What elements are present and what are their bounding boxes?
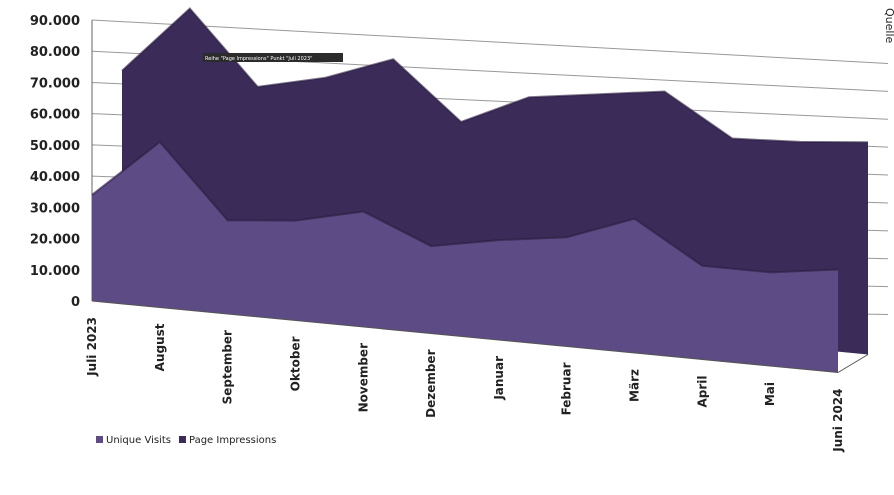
x-tick-label: Juni 2024 xyxy=(831,389,845,453)
x-tick-label: Dezember xyxy=(424,349,438,417)
y-tick-label: 90.000 xyxy=(30,14,80,29)
area xyxy=(92,142,838,373)
y-tick-label: 0 xyxy=(71,295,80,310)
depth-axis xyxy=(837,354,869,373)
source: Quelle xyxy=(883,8,894,44)
legend-label: Unique Visits xyxy=(106,435,171,446)
y-tick-label: 60.000 xyxy=(30,108,80,123)
x-tick-label: März xyxy=(628,369,642,402)
y-tick-label: 80.000 xyxy=(30,45,80,60)
y-tick-label: 30.000 xyxy=(30,201,80,216)
x-tick-label: Januar xyxy=(492,356,506,401)
x-axis xyxy=(91,300,839,373)
tooltip: Reihe "Page Impressions" Punkt "Juli 202… xyxy=(205,56,312,62)
y-tick-label: 50.000 xyxy=(30,139,80,154)
x-tick-label: August xyxy=(153,323,167,371)
x-tick-label: Juli 2023 xyxy=(85,317,99,377)
y-tick-label: 20.000 xyxy=(30,233,80,248)
x-tick-label: September xyxy=(221,330,235,404)
tooltip-box xyxy=(203,53,343,62)
y-tick-label: 70.000 xyxy=(30,76,80,91)
legend-label: Page Impressions xyxy=(189,435,276,446)
x-tick-label: Oktober xyxy=(288,336,302,391)
x-tick-label: November xyxy=(356,343,370,412)
x-tick-label: April xyxy=(695,376,709,408)
grid-line xyxy=(91,19,889,64)
area-edge xyxy=(121,7,869,144)
legend-swatch xyxy=(96,436,103,443)
legend-swatch xyxy=(178,436,186,443)
x-tick-label: Mai xyxy=(763,382,777,406)
area-edge xyxy=(91,140,839,274)
x-tick-label: Februar xyxy=(560,362,574,415)
y-tick-label: 10.000 xyxy=(30,264,80,279)
y-tick-label: 40.000 xyxy=(30,170,80,185)
